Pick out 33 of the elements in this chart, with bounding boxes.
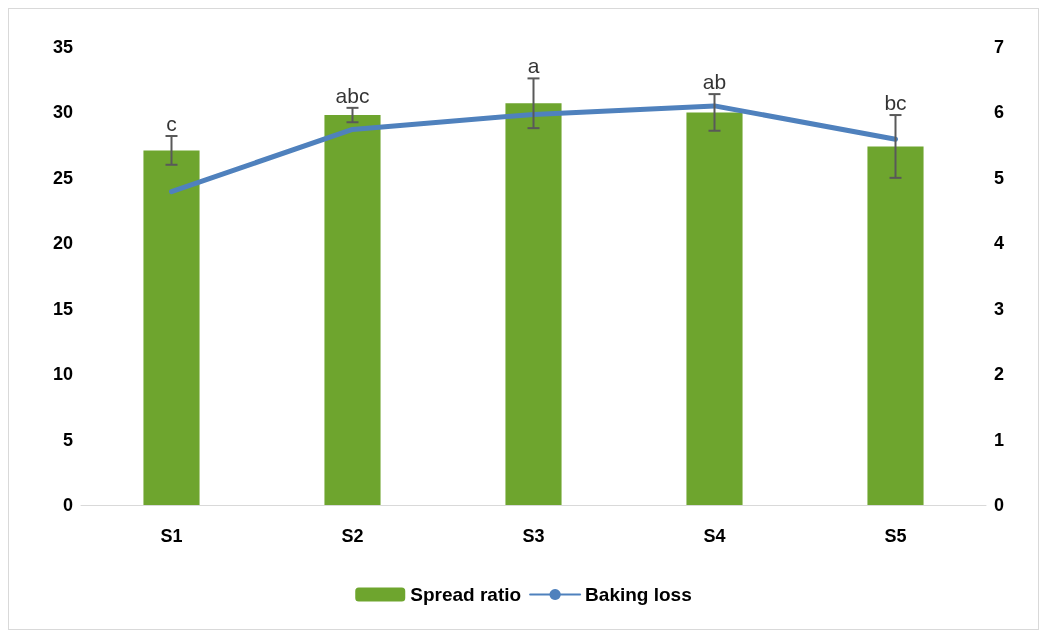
annotation: bc — [884, 91, 907, 115]
x-tick-label: S4 — [703, 526, 726, 546]
bar — [143, 150, 200, 505]
x-tick-label: S1 — [160, 526, 183, 546]
y-tick-label: 15 — [52, 298, 73, 319]
y2-tick-label: 7 — [994, 37, 1005, 57]
annotation: c — [166, 111, 177, 135]
y-tick-label: 35 — [52, 37, 73, 57]
y2-tick-label: 4 — [994, 233, 1005, 254]
annotation: a — [527, 54, 540, 78]
y2-tick-label: 0 — [994, 495, 1005, 515]
x-tick-label: S3 — [522, 526, 545, 546]
y-tick-label: 10 — [52, 364, 73, 385]
y-tick-label: 30 — [52, 102, 73, 123]
y2-tick-label: 6 — [994, 102, 1005, 123]
legend-label: Baking loss — [585, 584, 692, 605]
y-tick-label: 5 — [62, 429, 73, 450]
y-tick-label: 25 — [52, 167, 73, 188]
annotation: abc — [335, 83, 370, 107]
annotation: ab — [702, 70, 727, 94]
legend-label: Spread ratio — [410, 584, 522, 605]
y2-tick-label: 5 — [994, 167, 1005, 188]
x-tick-label: S5 — [884, 526, 907, 546]
y2-tick-label: 3 — [994, 298, 1005, 319]
y-tick-label: 20 — [52, 233, 73, 254]
bar — [505, 103, 562, 505]
x-tick-label: S2 — [341, 526, 364, 546]
bar — [324, 115, 381, 505]
bar — [686, 112, 743, 505]
y-tick-label: 0 — [62, 495, 73, 515]
y2-tick-label: 1 — [994, 429, 1005, 450]
bar — [867, 146, 924, 505]
y2-tick-label: 2 — [994, 364, 1005, 385]
